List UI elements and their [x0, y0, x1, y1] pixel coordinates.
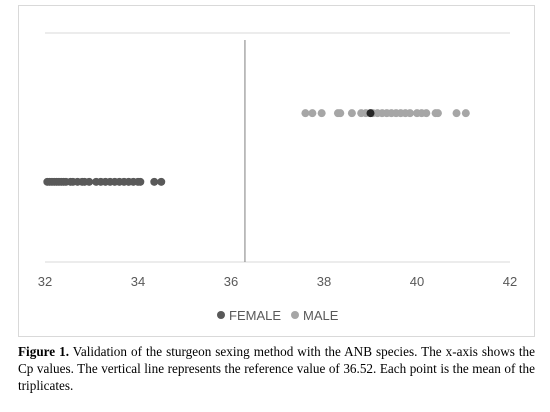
legend-marker-female: [217, 311, 225, 319]
x-tick-label: 42: [503, 274, 517, 289]
legend-label-male: MALE: [303, 308, 339, 323]
caption-text: Validation of the sturgeon sexing method…: [18, 344, 535, 393]
legend-marker-male: [291, 311, 299, 319]
highlight-point: [366, 109, 375, 118]
male-point: [301, 109, 310, 118]
male-point: [422, 109, 431, 118]
x-tick-label: 40: [410, 274, 424, 289]
x-tick-label: 32: [38, 274, 52, 289]
female-point: [157, 177, 166, 186]
male-point: [317, 109, 326, 118]
male-point: [433, 109, 442, 118]
chart-frame: [18, 5, 535, 337]
male-point: [308, 109, 317, 118]
scatter-chart: 32 34 36 38 40 42 FEMALE MALE: [38, 32, 517, 323]
x-tick-label: 34: [131, 274, 145, 289]
x-tick-label: 38: [317, 274, 331, 289]
male-point: [461, 109, 470, 118]
male-point: [336, 109, 345, 118]
legend-label-female: FEMALE: [229, 308, 281, 323]
female-point: [85, 177, 94, 186]
female-point: [136, 177, 145, 186]
male-point: [406, 109, 415, 118]
male-point: [347, 109, 356, 118]
caption-label: Figure 1.: [18, 344, 70, 359]
figure-caption: Figure 1. Validation of the sturgeon sex…: [18, 343, 535, 394]
x-tick-label: 36: [224, 274, 238, 289]
male-point: [452, 109, 461, 118]
female-point: [150, 177, 159, 186]
